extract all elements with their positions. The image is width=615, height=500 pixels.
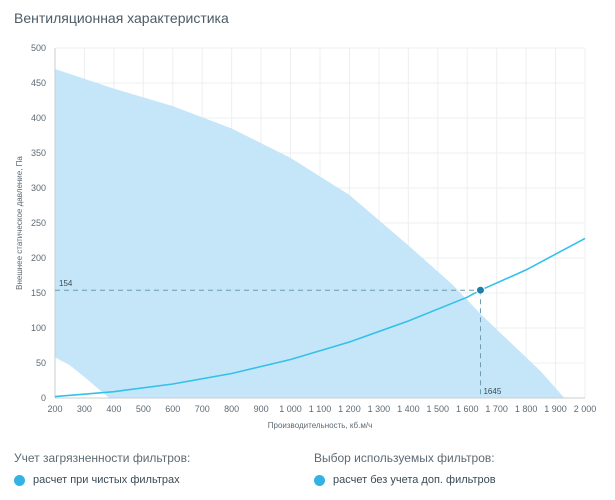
x-tick-label: 2 000	[574, 404, 597, 414]
filter-selection-option[interactable]: расчет без учета доп. фильтров	[314, 474, 496, 486]
x-tick-label: 600	[165, 404, 180, 414]
y-tick-label: 250	[31, 218, 46, 228]
x-tick-label: 1 500	[427, 404, 450, 414]
x-tick-label: 1 400	[397, 404, 420, 414]
x-tick-label: 1 100	[309, 404, 332, 414]
system-curve	[54, 237, 586, 398]
y-tick-label: 100	[31, 323, 46, 333]
y-tick-label: 300	[31, 183, 46, 193]
y-tick-label: 200	[31, 253, 46, 263]
filter-selection-option-label: расчет без учета доп. фильтров	[333, 474, 496, 486]
radio-dot-icon[interactable]	[14, 474, 25, 486]
filter-contamination-option[interactable]: расчет при чистых фильтрах	[14, 474, 180, 486]
operating-point-marker	[475, 285, 485, 295]
y-tick-label: 0	[41, 393, 46, 403]
x-tick-label: 200	[47, 404, 62, 414]
filter-selection-label: Выбор используемых фильтров:	[314, 451, 495, 465]
y-tick-label: 400	[31, 113, 46, 123]
x-tick-label: 1 300	[368, 404, 391, 414]
y-tick-label: 50	[36, 358, 46, 368]
x-tick-label: 1 800	[515, 404, 538, 414]
x-tick-label: 1 200	[338, 404, 361, 414]
filter-contamination-option-label: расчет при чистых фильтрах	[33, 474, 180, 486]
operating-area	[55, 69, 565, 398]
operating-area-fill	[55, 69, 565, 398]
y-tick-label: 350	[31, 148, 46, 158]
x-tick-label: 300	[77, 404, 92, 414]
operating-area-lower-cutout	[55, 357, 110, 398]
operating-point-x-label: 1645	[483, 387, 501, 396]
annotations: 154 1645	[55, 279, 502, 398]
operating-point-y-label: 154	[59, 279, 73, 288]
x-tick-label: 1 700	[485, 404, 508, 414]
series-layer	[54, 237, 586, 398]
filter-contamination-label: Учет загрязненности фильтров:	[14, 451, 191, 465]
radio-dot-icon[interactable]	[314, 474, 325, 486]
axes: 200 300 400 500 600 700 800 900 1 000 1 100 1 200 1…	[15, 43, 596, 430]
x-tick-label: 500	[136, 404, 151, 414]
y-tick-label: 450	[31, 78, 46, 88]
x-tick-label: 1 900	[544, 404, 567, 414]
x-tick-label: 1 000	[279, 404, 302, 414]
x-tick-label: 1 600	[456, 404, 479, 414]
y-tick-label: 500	[31, 43, 46, 53]
x-axis-title: Производительность, кб.м/ч	[268, 421, 372, 430]
y-axis-title: Внешнее статическое давление, Па	[15, 156, 24, 290]
y-tick-label: 150	[31, 288, 46, 298]
x-tick-label: 800	[224, 404, 239, 414]
x-tick-label: 400	[106, 404, 121, 414]
page-title: Вентиляционная характеристика	[14, 10, 229, 26]
ventilation-chart: 200 300 400 500 600 700 800 900 1 000 1 100 1 200 1…	[15, 43, 596, 430]
x-tick-label: 900	[254, 404, 269, 414]
x-tick-label: 700	[195, 404, 210, 414]
